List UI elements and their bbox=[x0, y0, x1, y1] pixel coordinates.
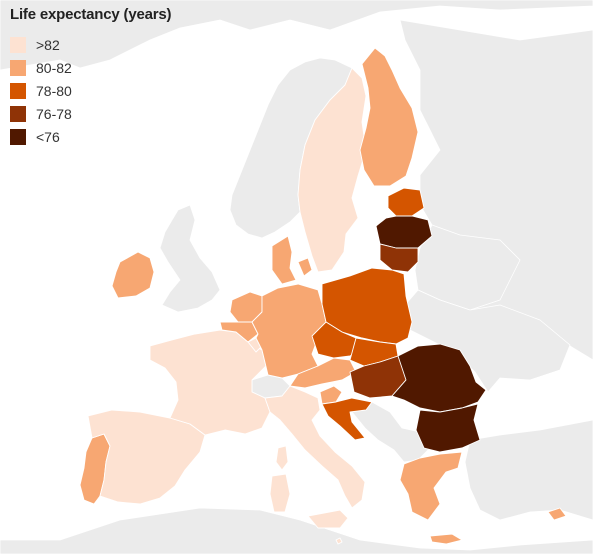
region-north-africa bbox=[0, 507, 593, 554]
legend-label: >82 bbox=[36, 36, 60, 53]
region-belgium[interactable] bbox=[219, 321, 259, 343]
region-romania[interactable] bbox=[391, 343, 487, 413]
region-corsica[interactable] bbox=[275, 445, 289, 471]
legend-swatch bbox=[10, 59, 26, 76]
region-ireland[interactable] bbox=[111, 251, 155, 299]
legend-item: 76-78 bbox=[10, 102, 171, 125]
region-zealand[interactable] bbox=[297, 257, 313, 277]
region-italy[interactable] bbox=[264, 385, 366, 509]
region-latvia[interactable] bbox=[375, 215, 433, 249]
region-cyprus[interactable] bbox=[547, 507, 567, 521]
legend-label: 76-78 bbox=[36, 105, 72, 122]
region-great-britain bbox=[159, 204, 221, 313]
region-finland[interactable] bbox=[359, 47, 419, 187]
legend: Life expectancy (years) >82 80-82 78-80 76-… bbox=[10, 6, 172, 148]
region-croatia[interactable] bbox=[321, 397, 373, 441]
region-turkey bbox=[464, 419, 593, 521]
eu-countries bbox=[79, 47, 567, 545]
region-greenland-iceland-edge bbox=[0, 0, 593, 71]
region-bulgaria[interactable] bbox=[415, 403, 481, 453]
region-greece[interactable] bbox=[399, 451, 463, 521]
region-lithuania[interactable] bbox=[379, 243, 419, 273]
legend-swatch bbox=[10, 105, 26, 122]
region-denmark[interactable] bbox=[271, 235, 297, 285]
legend-swatch bbox=[10, 36, 26, 53]
region-estonia[interactable] bbox=[387, 187, 425, 217]
legend-item: <76 bbox=[10, 125, 171, 148]
region-ukraine bbox=[404, 289, 571, 393]
legend-swatch bbox=[10, 128, 26, 145]
region-sicily[interactable] bbox=[307, 509, 349, 529]
legend-swatch bbox=[10, 82, 26, 99]
legend-item: >82 bbox=[10, 33, 171, 56]
legend-items: >82 80-82 78-80 76-78 <76 bbox=[10, 33, 171, 148]
region-slovenia[interactable] bbox=[319, 385, 343, 405]
legend-item: 78-80 bbox=[10, 79, 171, 102]
legend-label: 80-82 bbox=[36, 59, 72, 76]
legend-label: <76 bbox=[36, 128, 60, 145]
region-crete[interactable] bbox=[429, 533, 463, 545]
legend-label: 78-80 bbox=[36, 82, 72, 99]
legend-title: Life expectancy (years) bbox=[10, 6, 172, 23]
region-malta[interactable] bbox=[335, 537, 343, 545]
legend-item: 80-82 bbox=[10, 56, 171, 79]
region-sardinia[interactable] bbox=[269, 473, 291, 513]
region-austria[interactable] bbox=[289, 357, 357, 389]
